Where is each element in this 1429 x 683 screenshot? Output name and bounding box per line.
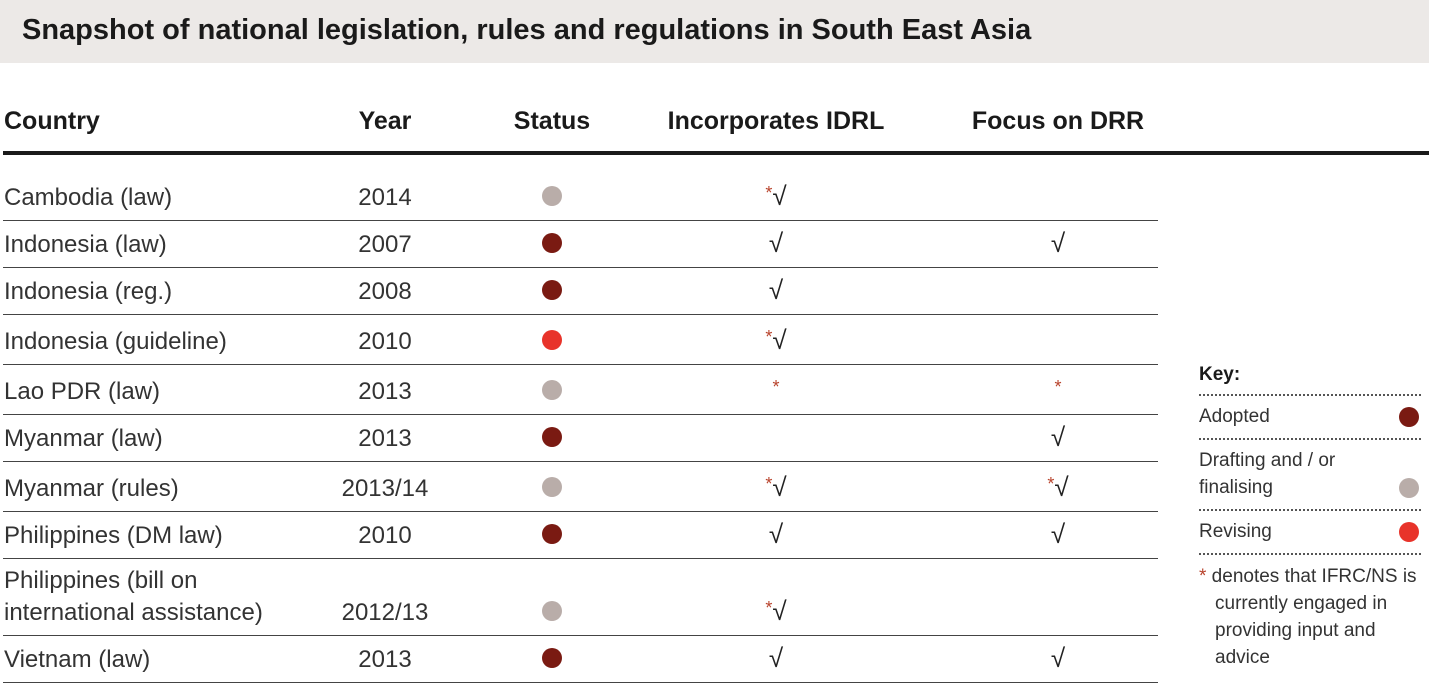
status-dot (542, 279, 562, 300)
column-header: Incorporates IDRL (667, 107, 885, 135)
key-dot (1399, 407, 1419, 427)
status-dot (542, 647, 562, 668)
idrl-mark: *√ (765, 472, 787, 502)
year: 2013 (358, 425, 412, 452)
drr-mark: √ (1050, 519, 1066, 549)
table-row: Cambodia (law) 2014 *√ (3, 151, 1158, 221)
idrl-mark: √ (768, 519, 784, 549)
status-cell (466, 268, 638, 315)
table-row: Myanmar (law) 2013 √ (3, 415, 1158, 462)
idrl-mark: √ (768, 643, 784, 673)
status-dot (542, 379, 562, 400)
year: 2010 (358, 328, 412, 355)
drr-mark: *√ (1047, 472, 1069, 502)
table-row: Myanmar (rules) 2013/14 *√ *√ (3, 462, 1158, 512)
key-item: Revising (1199, 511, 1421, 555)
status-cell (466, 462, 638, 512)
drr-mark: √ (1050, 228, 1066, 258)
key-items: Adopted Drafting and / or finalising Revis… (1199, 396, 1421, 555)
key-label: Revising (1199, 521, 1272, 542)
table-row: Vietnam (law) 2013 √ √ (3, 636, 1158, 683)
table-row: Indonesia (reg.) 2008 √ (3, 268, 1158, 315)
status-dot (542, 185, 562, 206)
status-dot (542, 476, 562, 497)
status-cell (466, 636, 638, 683)
year: 2008 (358, 278, 412, 305)
year: 2012/13 (341, 599, 429, 626)
drr-mark (958, 268, 1158, 315)
status-dot (542, 426, 562, 447)
status-dot (542, 329, 562, 350)
key-item: Adopted (1199, 396, 1421, 440)
key-label: Drafting and / or finalising (1199, 450, 1336, 498)
key: Key: Adopted Drafting and / or finalising… (1199, 364, 1421, 671)
header-rule (3, 151, 1429, 155)
status-cell (466, 512, 638, 559)
country: Indonesia (law) (4, 231, 167, 258)
title: Snapshot of national legislation, rules … (22, 14, 1032, 46)
idrl-mark: *√ (765, 596, 787, 626)
status-cell (466, 559, 638, 636)
year: 2014 (358, 184, 412, 211)
country: Myanmar (rules) (4, 475, 179, 502)
country: Indonesia (guideline) (4, 328, 227, 355)
key-dot (1399, 478, 1419, 498)
status-dot (542, 600, 562, 621)
header-row: Country Year Status Incorporates IDRL Focus … (3, 100, 1158, 151)
idrl-mark: *√ (765, 181, 787, 211)
title-band (0, 0, 1429, 63)
country: Philippines (DM law) (4, 522, 223, 549)
drr-mark (958, 315, 1158, 365)
idrl-mark: √ (768, 228, 784, 258)
status-cell (466, 221, 638, 268)
idrl-mark: * (772, 377, 780, 397)
year: 2013 (358, 378, 412, 405)
status-cell (466, 365, 638, 415)
column-header: Country (4, 107, 100, 135)
status-dot (542, 232, 562, 253)
column-header: Status (513, 107, 591, 135)
drr-mark (958, 151, 1158, 221)
table-row: Indonesia (guideline) 2010 *√ (3, 315, 1158, 365)
key-dot (1399, 522, 1419, 542)
key-note: * denotes that IFRC/NS is currently enga… (1199, 566, 1417, 668)
key-label: Adopted (1199, 406, 1270, 427)
country: Philippines (bill on international assis… (4, 567, 263, 626)
drr-mark: √ (1050, 643, 1066, 673)
year: 2007 (358, 231, 412, 258)
table-row: Philippines (bill on international assis… (3, 559, 1158, 636)
drr-mark: * (1054, 377, 1062, 397)
table-row: Lao PDR (law) 2013 * * (3, 365, 1158, 415)
status-cell (466, 151, 638, 221)
drr-mark (958, 559, 1158, 636)
year: 2010 (358, 522, 412, 549)
status-dot (542, 523, 562, 544)
status-cell (466, 415, 638, 462)
legislation-table: Country Year Status Incorporates IDRL Focus … (3, 100, 1158, 683)
status-cell (466, 315, 638, 365)
year: 2013 (358, 646, 412, 673)
column-header: Year (358, 107, 412, 135)
country: Indonesia (reg.) (4, 278, 173, 305)
key-item: Drafting and / or finalising (1199, 440, 1421, 511)
table-body: Cambodia (law) 2014 *√ Indonesia (law) 2007 √… (3, 151, 1158, 683)
key-title: Key: (1199, 364, 1421, 396)
country: Cambodia (law) (4, 184, 173, 211)
table-row: Philippines (DM law) 2010 √ √ (3, 512, 1158, 559)
table-row: Indonesia (law) 2007 √ √ (3, 221, 1158, 268)
country: Myanmar (law) (4, 425, 163, 452)
idrl-mark (638, 415, 958, 462)
year: 2013/14 (341, 475, 429, 502)
drr-mark: √ (1050, 422, 1066, 452)
idrl-mark: *√ (765, 325, 787, 355)
country: Vietnam (law) (4, 646, 151, 673)
idrl-mark: √ (768, 275, 784, 305)
country: Lao PDR (law) (4, 378, 161, 405)
column-header: Focus on DRR (971, 107, 1145, 135)
